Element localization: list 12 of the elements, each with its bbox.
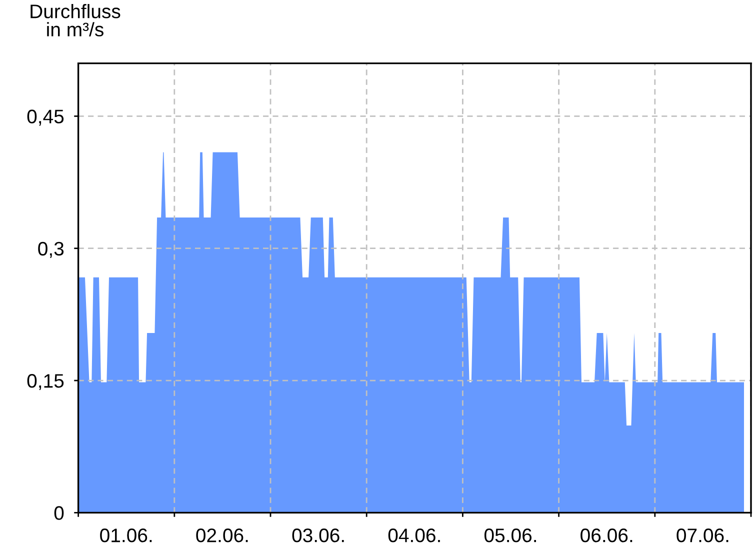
x-tick-label: 06.06. bbox=[580, 528, 632, 542]
x-tick-label: 04.06. bbox=[388, 528, 440, 542]
x-tick-label: 01.06. bbox=[100, 528, 152, 542]
y-tick-label: 0,3 bbox=[38, 242, 64, 258]
x-tick-label: 07.06. bbox=[676, 528, 728, 542]
y-axis-title: Durchfluss in m³/s bbox=[30, 4, 120, 36]
y-tick-label: 0,45 bbox=[27, 110, 64, 126]
x-tick-label: 03.06. bbox=[292, 528, 344, 542]
x-tick-label: 02.06. bbox=[196, 528, 248, 542]
x-tick-label: 05.06. bbox=[484, 528, 536, 542]
y-tick-label: 0,15 bbox=[27, 374, 64, 390]
y-tick-label: 0 bbox=[54, 506, 64, 520]
